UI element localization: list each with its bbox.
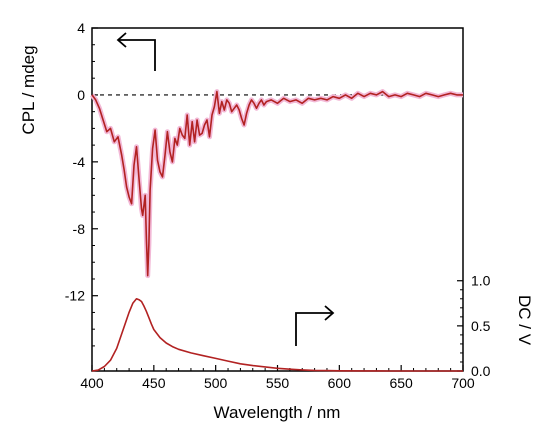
left-tick-label: -8	[73, 221, 86, 237]
left-axis-arrow	[116, 32, 156, 71]
left-tick-label: 4	[77, 20, 85, 36]
x-tick-label: 450	[142, 375, 166, 391]
x-tick-label: 400	[80, 375, 104, 391]
left-axis-ticks: 4 0 -4 -8 -12	[65, 20, 98, 347]
left-tick-label: 0	[77, 87, 85, 103]
left-tick-label: -12	[65, 288, 85, 304]
x-tick-label: 700	[451, 375, 475, 391]
x-tick-label: 500	[204, 375, 228, 391]
cpl-series-halo	[89, 89, 463, 279]
x-tick-label: 550	[266, 375, 290, 391]
right-axis-title: DC / V	[515, 295, 534, 346]
x-axis-title: Wavelength / nm	[214, 403, 341, 422]
left-axis-title: CPL / mdeg	[19, 45, 38, 134]
x-axis-ticks: 400 450 500 550 600 650 700	[80, 365, 475, 391]
right-tick-label: 1.0	[471, 273, 491, 289]
right-tick-label: 0.5	[471, 318, 491, 334]
left-tick-label: -4	[73, 154, 86, 170]
right-tick-label: 0.0	[471, 363, 491, 379]
right-axis-ticks: 0.0 0.5 1.0	[457, 273, 491, 379]
dc-series-line	[91, 297, 463, 372]
x-tick-label: 650	[389, 375, 413, 391]
series-layer	[89, 89, 463, 372]
right-axis-arrow	[295, 305, 335, 346]
cpl-series-line	[91, 90, 463, 277]
x-tick-label: 600	[328, 375, 352, 391]
